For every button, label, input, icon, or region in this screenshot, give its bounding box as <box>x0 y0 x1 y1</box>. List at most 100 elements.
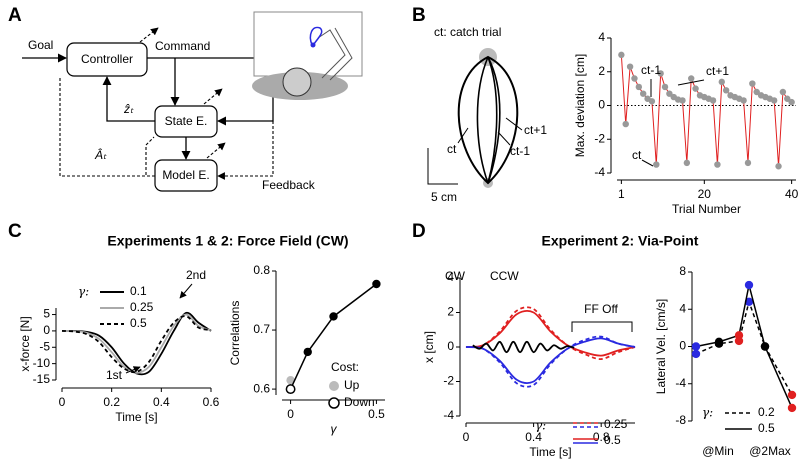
y-tick-label: 0 <box>598 98 605 112</box>
category-label: @2Max <box>749 444 791 458</box>
legend-label: 0.1 <box>130 284 147 298</box>
legend-label: 0.5 <box>758 421 775 435</box>
y-tick-label: 0.7 <box>253 322 270 336</box>
panel-label: D <box>412 221 426 242</box>
data-point <box>653 161 660 168</box>
head <box>282 67 312 97</box>
y-axis-label: x-force [N] <box>18 316 32 371</box>
data-point <box>760 342 770 351</box>
y-tick-label: -4 <box>443 408 454 422</box>
data-point <box>788 98 795 106</box>
arrow <box>139 27 159 43</box>
data-point <box>666 90 673 97</box>
data-point <box>679 97 686 104</box>
data-point <box>286 376 295 385</box>
y-axis-label: Max. deviation [cm] <box>573 54 587 157</box>
data-point <box>770 97 778 104</box>
trajectory-path <box>476 56 489 184</box>
data-point <box>692 85 699 92</box>
annotation: ct+1 <box>706 64 729 78</box>
trajectory-label: ct+1 <box>524 123 547 137</box>
data-point <box>744 280 754 290</box>
data-point <box>787 403 797 413</box>
annotation: ct <box>632 148 642 162</box>
node-label: State E. <box>165 114 208 128</box>
x-tick-label: 0.6 <box>203 395 220 409</box>
legend-label: 0.25 <box>130 300 154 314</box>
data-point <box>775 163 782 170</box>
data-point <box>285 384 296 395</box>
data-point <box>714 161 721 168</box>
y-tick-label: -10 <box>33 356 51 370</box>
x-tick-label: 20 <box>698 187 712 201</box>
screen <box>253 11 363 77</box>
data-point <box>784 95 791 102</box>
data-point <box>372 279 381 289</box>
leader <box>641 159 654 167</box>
data-point <box>691 342 701 351</box>
node-label: Model E. <box>162 168 209 182</box>
y-tick-label: -15 <box>33 372 51 386</box>
trajectory-path <box>487 56 498 184</box>
legend-title: γ: <box>78 285 89 299</box>
diagram: Controller State E. Model E. Goal Comman… <box>22 11 363 192</box>
data-point <box>691 349 701 359</box>
arrow <box>217 121 274 180</box>
data-point <box>688 75 695 82</box>
data-point <box>635 83 643 91</box>
estimate-label: Âₜ <box>94 147 107 162</box>
legend-label: CCW <box>490 269 519 283</box>
leader <box>505 117 523 131</box>
estimate-label: ẑₜ <box>123 102 134 116</box>
data-point <box>329 312 338 321</box>
arrow <box>203 88 223 105</box>
legend-label: 0.5 <box>604 433 621 447</box>
section-title: Experiments 1 & 2: Force Field (CW) <box>107 233 348 249</box>
leader <box>497 131 511 146</box>
legend-swatch <box>329 381 339 391</box>
data-point <box>779 88 787 96</box>
data-point <box>740 97 747 104</box>
arrow <box>145 136 155 177</box>
y-tick-label: 0.6 <box>253 381 270 395</box>
node-box <box>66 42 148 77</box>
data-point <box>618 51 625 59</box>
y-tick-label: 2 <box>447 305 454 319</box>
data-line <box>695 284 793 409</box>
data-point <box>744 159 752 167</box>
y-tick-label: 2 <box>598 64 605 78</box>
node-label: Controller <box>81 52 133 66</box>
data-line <box>465 335 636 388</box>
data-point <box>718 78 725 86</box>
arrow <box>179 283 193 299</box>
data-point <box>661 83 669 91</box>
panel-label: A <box>8 5 22 26</box>
data-point <box>648 98 656 105</box>
trajectory-label: ct-1 <box>510 144 530 158</box>
data-point <box>683 159 691 167</box>
arrow <box>217 96 274 126</box>
data-line <box>465 306 636 360</box>
data-point <box>303 347 312 357</box>
legend-label: 0.2 <box>758 405 775 419</box>
data-point <box>753 88 760 96</box>
legend-label: CW <box>445 269 466 283</box>
legend-title: Cost: <box>331 360 359 374</box>
annotation: ct-1 <box>641 63 661 77</box>
arm <box>317 27 353 81</box>
data-point <box>709 97 717 104</box>
data-point <box>744 297 754 306</box>
y-tick-label: -8 <box>675 413 686 427</box>
legend-label: Up <box>344 378 360 392</box>
arrow <box>125 366 141 374</box>
y-tick-label: -2 <box>594 131 605 145</box>
panel-label: B <box>412 5 426 26</box>
y-tick-label: -4 <box>594 165 605 179</box>
x-axis-label: Trial Number <box>672 202 741 216</box>
x-tick-label: 0.2 <box>103 395 120 409</box>
edge-label: Goal <box>28 38 53 52</box>
y-axis-label: Correlations <box>228 301 242 366</box>
x-tick-label: 0 <box>59 395 66 409</box>
data-point <box>749 80 756 87</box>
